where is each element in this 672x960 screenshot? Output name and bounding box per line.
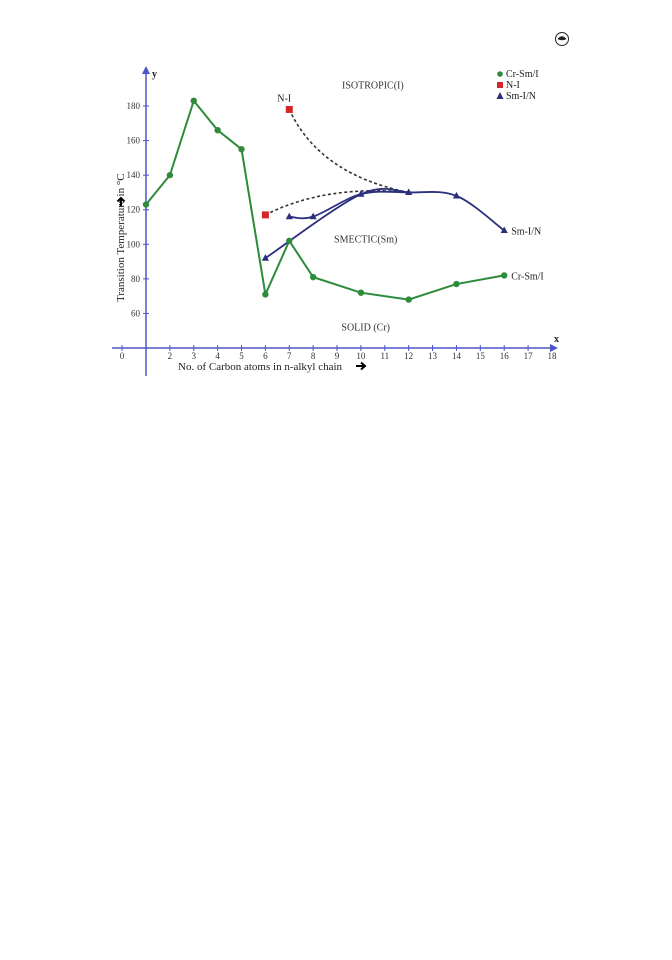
x-tick-label: 4	[215, 351, 220, 361]
series-end-label: Cr-Sm/I	[511, 271, 544, 282]
data-point-cr-sm-i	[309, 273, 317, 281]
x-tick-label: 6	[263, 351, 268, 361]
x-axis-label: No. of Carbon atoms in n-alkyl chain	[178, 361, 367, 373]
series-line-cr-sm-i	[145, 98, 505, 301]
y-axis-arrowhead	[142, 66, 150, 74]
y-tick-label: 180	[127, 101, 141, 111]
x-tick-label: 8	[311, 351, 316, 361]
y-axis-letter: y	[152, 69, 157, 80]
x-tick-label: 14	[452, 351, 462, 361]
data-point-cr-sm-i	[357, 289, 365, 296]
x-tick-label: 18	[547, 351, 557, 361]
legend-marker-triangle	[496, 92, 504, 99]
x-tick-label: 12	[404, 351, 413, 361]
data-point-cr-sm-i	[190, 97, 197, 105]
circled-leaf-icon	[555, 32, 569, 46]
legend-marker-circle	[497, 71, 503, 77]
series-line-n-i	[288, 109, 409, 194]
data-point-sm-i-n	[309, 212, 317, 220]
y-tick-label: 100	[127, 239, 141, 249]
region-label: SOLID (Cr)	[341, 323, 390, 334]
x-tick-label: 15	[476, 351, 486, 361]
y-tick-label: 80	[131, 274, 141, 284]
data-point-sm-i-n	[357, 190, 365, 197]
data-point-n-i	[285, 105, 293, 113]
x-tick-label: 16	[500, 351, 510, 361]
data-point-sm-i-n	[261, 254, 269, 261]
data-point-cr-sm-i	[238, 146, 245, 153]
data-point-cr-sm-i	[286, 237, 293, 245]
x-tick-label: 2	[168, 351, 173, 361]
series-point-label: N-I	[277, 93, 291, 104]
data-point-sm-i-n	[452, 191, 461, 199]
data-point-cr-sm-i	[142, 201, 150, 208]
x-tick-label: 7	[287, 351, 292, 361]
data-point-sm-i-n	[285, 212, 293, 220]
data-point-cr-sm-i	[405, 296, 412, 303]
y-tick-label: 120	[127, 205, 141, 215]
y-tick-label: 140	[127, 170, 141, 180]
x-tick-label: 5	[239, 351, 244, 361]
x-tick-label: 3	[192, 351, 197, 361]
svg-text:Transition Temperature in °C: Transition Temperature in °C	[115, 173, 127, 302]
region-label: ISOTROPIC(I)	[342, 81, 404, 92]
data-point-sm-i-n	[405, 188, 413, 196]
data-point-cr-sm-i	[166, 171, 174, 179]
x-tick-label: 9	[335, 351, 340, 361]
series-line-sm-i-n	[289, 190, 505, 232]
x-tick-label: 10	[356, 351, 366, 361]
svg-text:No. of Carbon atoms in n-alkyl: No. of Carbon atoms in n-alkyl chain	[178, 361, 343, 373]
y-tick-label: 60	[131, 308, 141, 318]
legend-marker-square	[497, 82, 503, 88]
y-axis-label: Transition Temperature in °C	[115, 173, 127, 302]
data-point-cr-sm-i	[214, 127, 221, 134]
x-axis-letter: x	[554, 334, 559, 345]
x-tick-label: 13	[428, 351, 438, 361]
phase-diagram-chart: ISOTROPIC(I) SMECTIC(Sm) SOLID (Cr) x y No…	[112, 66, 559, 376]
x-tick-label: 11	[380, 351, 389, 361]
x-tick-label: 0	[120, 351, 125, 361]
region-label: SMECTIC(Sm)	[334, 235, 397, 246]
series-line-n-i	[265, 189, 409, 216]
legend-entry: Cr-Sm/I	[506, 69, 539, 80]
data-point-cr-sm-i	[262, 291, 269, 298]
x-tick-label: 17	[524, 351, 534, 361]
series-end-label: Sm-I/N	[511, 226, 541, 237]
arrow-right-icon	[356, 361, 367, 371]
y-tick-label: 160	[127, 136, 141, 146]
data-point-cr-sm-i	[501, 272, 508, 279]
data-point-cr-sm-i	[453, 280, 460, 288]
legend-entry: Sm-I/N	[506, 91, 536, 102]
data-point-n-i	[261, 211, 269, 219]
arrow-up-icon	[116, 196, 126, 206]
data-point-sm-i-n	[500, 226, 508, 234]
legend-entry: N-I	[506, 80, 520, 91]
